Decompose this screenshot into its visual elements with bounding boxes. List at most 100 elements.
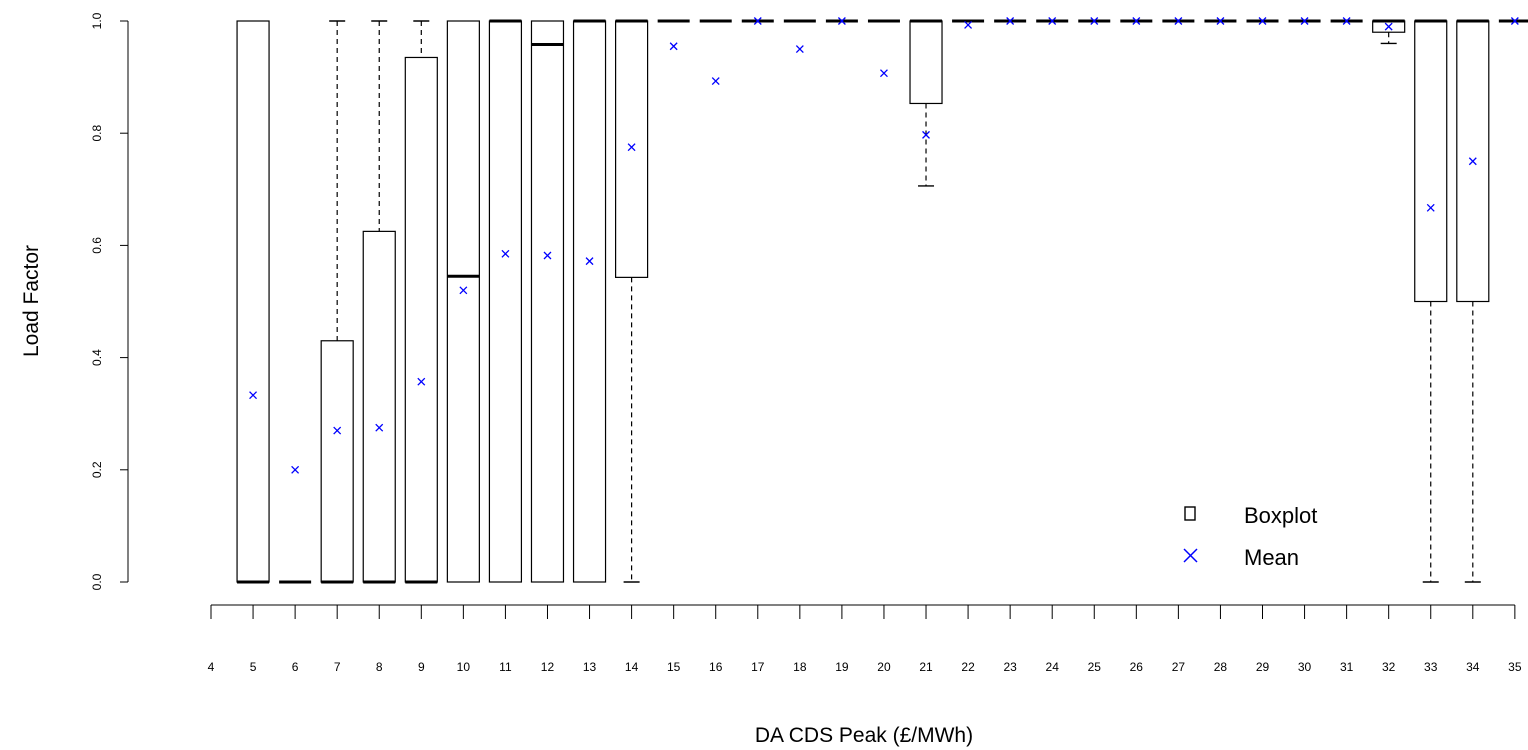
y-axis-title: Load Factor	[20, 245, 43, 357]
mean-marker-25	[1090, 17, 1099, 25]
mean-stroke	[417, 377, 426, 386]
mean-stroke	[333, 426, 342, 435]
y-tick-label: 0.6	[90, 237, 104, 254]
x-tick-label: 26	[1130, 660, 1144, 674]
mean-stroke	[1048, 17, 1057, 25]
x-tick-label: 8	[376, 660, 383, 674]
x-tick-label: 20	[877, 660, 891, 674]
box-7	[320, 20, 354, 584]
mean-stroke	[291, 465, 300, 474]
box-rect	[404, 56, 438, 583]
mean-stroke	[501, 249, 510, 258]
mean-marker-14	[627, 143, 636, 152]
box-rect	[362, 230, 396, 583]
box-rect	[320, 340, 354, 583]
x-tick-label: 4	[208, 660, 215, 674]
mean-stroke	[1426, 203, 1435, 212]
x-tick-label: 21	[919, 660, 933, 674]
mean-marker-24	[1048, 17, 1057, 25]
x-tick-label: 17	[751, 660, 765, 674]
mean-stroke	[837, 17, 846, 25]
mean-stroke	[1258, 17, 1267, 25]
y-tick-label: 0.4	[90, 349, 104, 366]
mean-marker-13	[585, 257, 594, 266]
mean-stroke	[459, 286, 468, 295]
legend: Boxplot Mean	[1183, 503, 1317, 570]
mean-stroke	[1468, 157, 1477, 166]
x-tick-label: 6	[292, 660, 299, 674]
mean-stroke	[1006, 17, 1015, 25]
mean-marker-23	[1006, 17, 1015, 25]
mean-stroke	[1090, 17, 1099, 25]
mean-stroke	[627, 143, 636, 152]
x-tick-label: 19	[835, 660, 849, 674]
x-tick-label: 25	[1088, 660, 1102, 674]
x-tick-label: 13	[583, 660, 597, 674]
y-tick-label: 0.2	[90, 461, 104, 478]
x-axis-title: DA CDS Peak (£/MWh)	[755, 724, 973, 747]
mean-stroke	[753, 17, 762, 25]
x-tick-label: 29	[1256, 660, 1270, 674]
x-tick-label: 32	[1382, 660, 1396, 674]
mean-series	[249, 17, 1519, 474]
x-axis: 4 5 6 7 8 9 10 11 12 13 14 15 16 17 18 19 20 21 22 23 24 25 26…	[208, 604, 1522, 674]
mean-marker-31	[1342, 17, 1351, 25]
mean-marker-21	[922, 130, 930, 139]
mean-marker-18	[795, 45, 804, 54]
box-rect	[614, 20, 649, 278]
mean-stroke	[711, 77, 720, 85]
x-tick-label: 24	[1046, 660, 1060, 674]
mean-stroke	[1174, 17, 1183, 25]
x-tick-label: 31	[1340, 660, 1354, 674]
mean-marker-20	[880, 69, 888, 78]
box-rect	[909, 20, 943, 105]
box-33	[1414, 19, 1448, 583]
box-rect	[446, 20, 480, 583]
mean-stroke	[543, 251, 552, 260]
legend-box-symbol	[1184, 506, 1196, 521]
box-14	[614, 19, 649, 583]
box-rect	[488, 20, 523, 583]
x-tick-label: 15	[667, 660, 681, 674]
x-tick-label: 9	[418, 660, 425, 674]
box-rect	[530, 20, 565, 583]
mean-stroke	[1300, 17, 1309, 25]
mean-marker-11	[501, 249, 510, 258]
mean-stroke	[922, 130, 930, 139]
x-tick-label: 23	[1003, 660, 1017, 674]
x-tick-label: 16	[709, 660, 723, 674]
box-rect	[572, 20, 607, 583]
legend-label-mean: Mean	[1244, 545, 1299, 570]
x-tick-label: 7	[334, 660, 341, 674]
box-rect	[236, 20, 270, 583]
mean-stroke	[1510, 17, 1519, 25]
x-tick-label: 14	[625, 660, 639, 674]
mean-marker-12	[543, 251, 552, 260]
box-13	[572, 19, 607, 583]
box-21	[909, 19, 943, 187]
x-tick-label: 34	[1466, 660, 1480, 674]
x-tick-label: 10	[457, 660, 471, 674]
mean-marker-17	[753, 17, 762, 25]
x-tick-label: 30	[1298, 660, 1312, 674]
mean-stroke	[880, 69, 888, 78]
legend-mean-symbol	[1183, 548, 1198, 563]
mean-stroke	[249, 391, 258, 400]
mean-stroke	[669, 42, 678, 51]
mean-marker-27	[1174, 17, 1183, 25]
mean-marker-8	[375, 423, 384, 432]
mean-marker-33	[1426, 203, 1435, 212]
mean-marker-9	[417, 377, 426, 386]
mean-stroke	[1216, 17, 1225, 25]
mean-marker-10	[459, 286, 468, 295]
mean-marker-28	[1216, 17, 1225, 25]
box-12	[530, 20, 565, 583]
mean-stroke	[585, 257, 594, 266]
box-9	[404, 20, 438, 584]
box-34	[1456, 19, 1490, 583]
box-10	[446, 20, 480, 583]
box-rect	[1414, 20, 1448, 303]
mean-marker-7	[333, 426, 342, 435]
box-8	[362, 20, 396, 584]
